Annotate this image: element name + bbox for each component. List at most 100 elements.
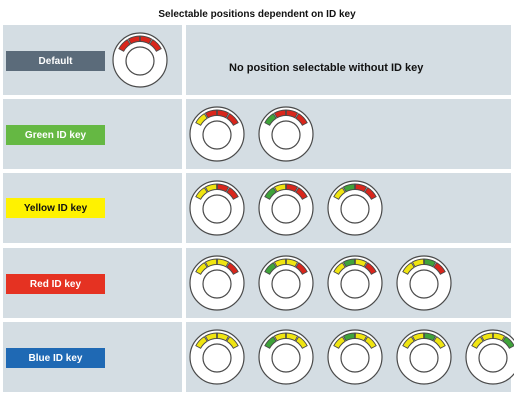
dial-segment-yellow <box>411 258 425 268</box>
dial-segment-red <box>273 109 287 119</box>
dial-segment-red <box>204 109 218 119</box>
dial-segment-yellow <box>216 258 230 268</box>
dial-segment-yellow <box>204 258 218 268</box>
dial-segment-green <box>264 187 277 200</box>
dial-segment-green <box>264 262 277 275</box>
row-divider <box>182 99 186 169</box>
dial-segment-yellow <box>433 336 446 349</box>
dial-knob <box>202 194 232 224</box>
dial-segment-red <box>216 109 230 119</box>
dial-segment-red <box>295 262 308 275</box>
dial-segment-yellow <box>333 187 346 200</box>
dial-segment-red <box>216 183 230 193</box>
dial-segment-yellow <box>354 258 368 268</box>
dial-knob <box>340 343 370 373</box>
diagram-title: Selectable positions dependent on ID key <box>158 9 356 20</box>
dial-segment-red <box>149 39 162 52</box>
dial-knob <box>202 120 232 150</box>
label-red-id-key: Red ID key <box>6 274 105 294</box>
dial-segment-green <box>423 332 437 342</box>
dial-segment-yellow <box>195 187 208 200</box>
label-yellow-id-key: Yellow ID key <box>6 198 105 218</box>
dial-segment-yellow <box>195 262 208 275</box>
selector-dial <box>395 254 453 312</box>
dial-segment-yellow <box>204 332 218 342</box>
dial-segment-yellow <box>333 262 346 275</box>
dial-segment-yellow <box>411 332 425 342</box>
row-divider <box>182 173 186 243</box>
dial-segment-green <box>423 258 437 268</box>
dial-segment-red <box>118 39 131 52</box>
dial-knob <box>125 46 155 76</box>
dial-segment-red <box>295 113 308 126</box>
dial-segment-yellow <box>402 262 415 275</box>
dial-segment-yellow <box>364 336 377 349</box>
dial-segment-yellow <box>354 332 368 342</box>
dial-segment-yellow <box>204 183 218 193</box>
dial-knob <box>202 343 232 373</box>
dial-segment-red <box>226 262 239 275</box>
dial-segment-green <box>502 336 514 349</box>
dial-knob <box>409 269 439 299</box>
selector-dial <box>188 328 246 386</box>
dial-segment-red <box>139 35 153 45</box>
dial-segment-red <box>364 187 377 200</box>
dial-segment-yellow <box>480 332 494 342</box>
selector-dial <box>111 31 169 89</box>
dial-knob <box>271 343 301 373</box>
row-yellow-id-key: Yellow ID key <box>3 173 511 243</box>
dial-segment-red <box>433 262 446 275</box>
row-divider <box>182 322 186 392</box>
dial-segment-red <box>127 35 141 45</box>
dial-segment-yellow <box>195 336 208 349</box>
dial-segment-yellow <box>285 332 299 342</box>
dial-segment-yellow <box>492 332 506 342</box>
dial-segment-red <box>295 187 308 200</box>
dial-segment-green <box>342 332 356 342</box>
dial-segment-yellow <box>226 336 239 349</box>
dial-knob <box>271 269 301 299</box>
dial-segment-green <box>342 258 356 268</box>
dial-segment-red <box>226 113 239 126</box>
selector-dial <box>326 254 384 312</box>
dial-knob <box>340 194 370 224</box>
dial-segment-red <box>285 109 299 119</box>
dial-segment-red <box>354 183 368 193</box>
dial-knob <box>478 343 508 373</box>
dial-segment-yellow <box>216 332 230 342</box>
dial-segment-yellow <box>273 183 287 193</box>
dial-segment-green <box>342 183 356 193</box>
no-position-note: No position selectable without ID key <box>229 62 424 74</box>
selector-dial <box>257 254 315 312</box>
dial-segment-green <box>264 336 277 349</box>
selector-dial <box>326 179 384 237</box>
label-blue-id-key: Blue ID key <box>6 348 105 368</box>
dial-segment-red <box>364 262 377 275</box>
selector-dial <box>188 254 246 312</box>
dial-segment-yellow <box>295 336 308 349</box>
row-default: Default <box>3 25 511 95</box>
dial-segment-yellow <box>195 113 208 126</box>
dial-segment-yellow <box>273 258 287 268</box>
selector-dial <box>188 179 246 237</box>
row-divider <box>182 248 186 318</box>
selector-dial <box>257 179 315 237</box>
dial-knob <box>271 194 301 224</box>
dial-knob <box>271 120 301 150</box>
selector-dial <box>326 328 384 386</box>
label-green-id-key: Green ID key <box>6 125 105 145</box>
selector-dial <box>464 328 514 386</box>
dial-segment-yellow <box>285 258 299 268</box>
label-default: Default <box>6 51 105 71</box>
dial-segment-yellow <box>471 336 484 349</box>
dial-knob <box>340 269 370 299</box>
dial-segment-yellow <box>273 332 287 342</box>
selector-dial <box>395 328 453 386</box>
dial-segment-yellow <box>402 336 415 349</box>
dial-knob <box>409 343 439 373</box>
selector-dial <box>188 105 246 163</box>
selector-dial <box>257 105 315 163</box>
row-green-id-key: Green ID key <box>3 99 511 169</box>
dial-segment-green <box>264 113 277 126</box>
dial-knob <box>202 269 232 299</box>
